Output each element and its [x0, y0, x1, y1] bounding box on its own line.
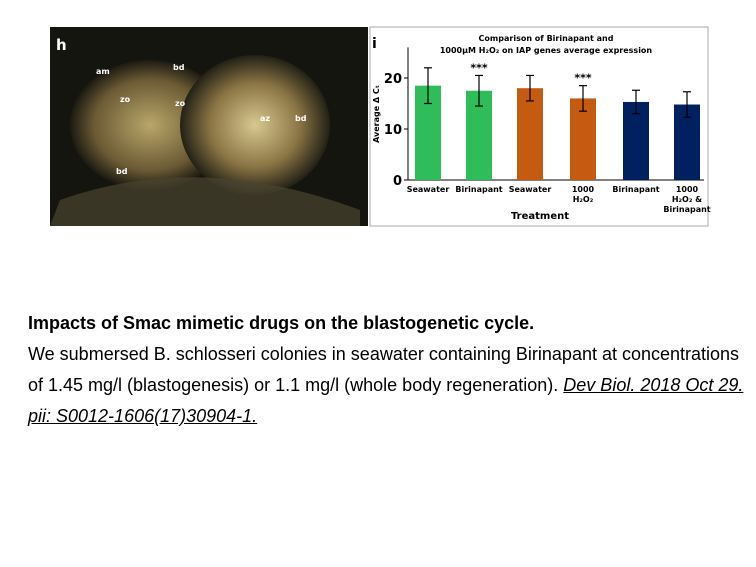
chart-title: Comparison of Birinapant and 1000µM H₂O₂ …: [440, 34, 653, 55]
panel-label: i: [372, 36, 377, 52]
x-tick-label: 1000 H₂O₂: [572, 185, 595, 204]
bar: [623, 101, 649, 180]
x-tick-label: Birinapant: [455, 185, 502, 194]
tissue: [180, 55, 330, 195]
x-tick-label: 1000 H₂O₂ & Birinapant: [663, 185, 710, 214]
caption-text: We submersed B. schlosseri colonies in s…: [28, 344, 740, 395]
caption-title: Impacts of Smac mimetic drugs on the bla…: [28, 313, 535, 333]
figure: h am bd zo zo bd az bd i Comparison of Birinapant…: [50, 26, 711, 227]
y-axis-label: Average Δ Cₜ: [372, 85, 381, 143]
micrograph-label: zo: [120, 95, 131, 104]
y-tick-label: 20: [384, 72, 402, 87]
micrograph-label: am: [96, 67, 110, 76]
x-axis-label: Treatment: [511, 211, 569, 222]
significance-label: ***: [574, 72, 592, 85]
citation-link[interactable]: Dev Biol. 2018 Oct 29. pii: S0012-1606(1…: [28, 375, 744, 426]
micrograph-label: bd: [116, 167, 128, 176]
micrograph: [50, 27, 368, 226]
y-tick-label: 10: [384, 123, 402, 138]
x-tick-label: Birinapant: [612, 185, 659, 194]
micrograph-label: zo: [175, 99, 186, 108]
panel-label: h: [56, 36, 67, 54]
x-tick-label: Seawater: [407, 185, 450, 194]
bar: [517, 88, 543, 180]
x-tick-label: Seawater: [509, 185, 552, 194]
micrograph-label: bd: [173, 63, 185, 72]
caption: Impacts of Smac mimetic drugs on the bla…: [28, 308, 748, 432]
bar: [570, 98, 596, 180]
significance-label: ***: [470, 61, 488, 74]
y-tick-label: 0: [393, 174, 402, 189]
tunic: [50, 177, 360, 226]
micrograph-label: bd: [295, 114, 307, 123]
micrograph-label: az: [260, 114, 270, 123]
